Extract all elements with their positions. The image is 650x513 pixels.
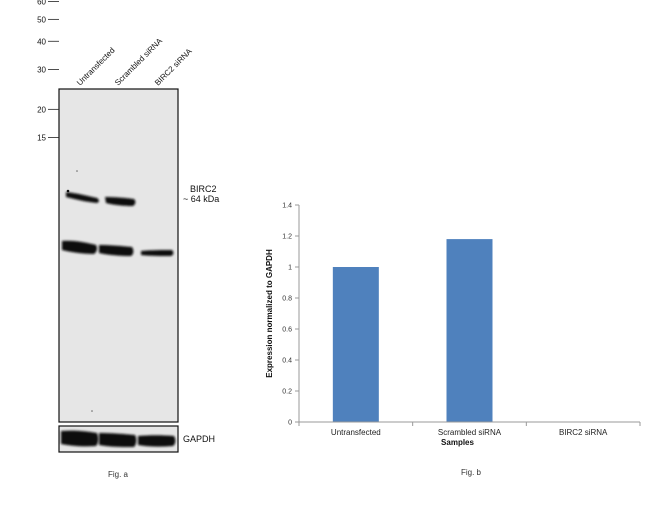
caption-fig-a: Fig. a <box>108 470 129 479</box>
mw-marker-label: 30 <box>37 66 46 75</box>
mw-markers: 26016011080605040302015 <box>37 0 59 143</box>
blot-speck <box>91 410 93 412</box>
mw-marker-label: 60 <box>37 0 46 6</box>
y-tick-label: 0.4 <box>282 358 292 365</box>
band-birc2-untransfected <box>66 192 99 203</box>
y-axis-label: Expression normalized to GAPDH <box>265 249 274 378</box>
lane-label: Untransfected <box>75 46 117 88</box>
x-axis-ticks: Untransfected Scrambled siRNA BIRC2 siRNA <box>298 422 641 437</box>
mw-marker-label: 50 <box>37 15 46 24</box>
x-axis-label: Samples <box>441 438 474 447</box>
y-tick-label: 0.8 <box>282 296 292 303</box>
bar <box>332 267 379 422</box>
y-tick-label: 0 <box>288 420 292 427</box>
band-40kda-scrambled <box>99 245 134 256</box>
bar-chart-panel: 0 0.2 0.4 0.6 0.8 1 1.2 1.4 Untransfected Scramb… <box>265 203 641 477</box>
bars <box>332 239 493 422</box>
y-tick-label: 0.2 <box>282 389 292 396</box>
bar <box>446 239 493 422</box>
lane-label: BIRC2 siRNA <box>153 46 194 87</box>
band-gapdh-scrambled <box>99 433 137 447</box>
caption-fig-b: Fig. b <box>461 468 482 477</box>
y-tick-label: 0.6 <box>282 327 292 334</box>
mw-marker-label: 15 <box>37 134 46 143</box>
band-gapdh-birc2-sirna <box>138 435 176 447</box>
band-spot <box>66 189 70 193</box>
band-40kda-birc2-sirna <box>141 250 174 256</box>
x-tick-label: BIRC2 siRNA <box>559 428 608 437</box>
mw-marker-label: 20 <box>37 105 46 114</box>
loading-control-label: GAPDH <box>183 434 215 444</box>
band-gapdh-untransfected <box>61 430 99 447</box>
mw-marker-label: 40 <box>37 37 46 46</box>
blot-speck <box>76 170 78 172</box>
x-tick-label: Untransfected <box>331 428 381 437</box>
y-axis-ticks: 0 0.2 0.4 0.6 0.8 1 1.2 1.4 <box>282 203 299 427</box>
target-size-label: ~ 64 kDa <box>183 194 219 204</box>
y-tick-label: 1.4 <box>282 203 292 210</box>
y-tick-label: 1 <box>288 265 292 272</box>
target-label: BIRC2 <box>190 184 217 194</box>
x-tick-label: Scrambled siRNA <box>438 428 502 437</box>
y-tick-label: 1.2 <box>282 234 292 241</box>
band-40kda-untransfected <box>62 240 98 254</box>
band-birc2-scrambled <box>105 197 136 206</box>
